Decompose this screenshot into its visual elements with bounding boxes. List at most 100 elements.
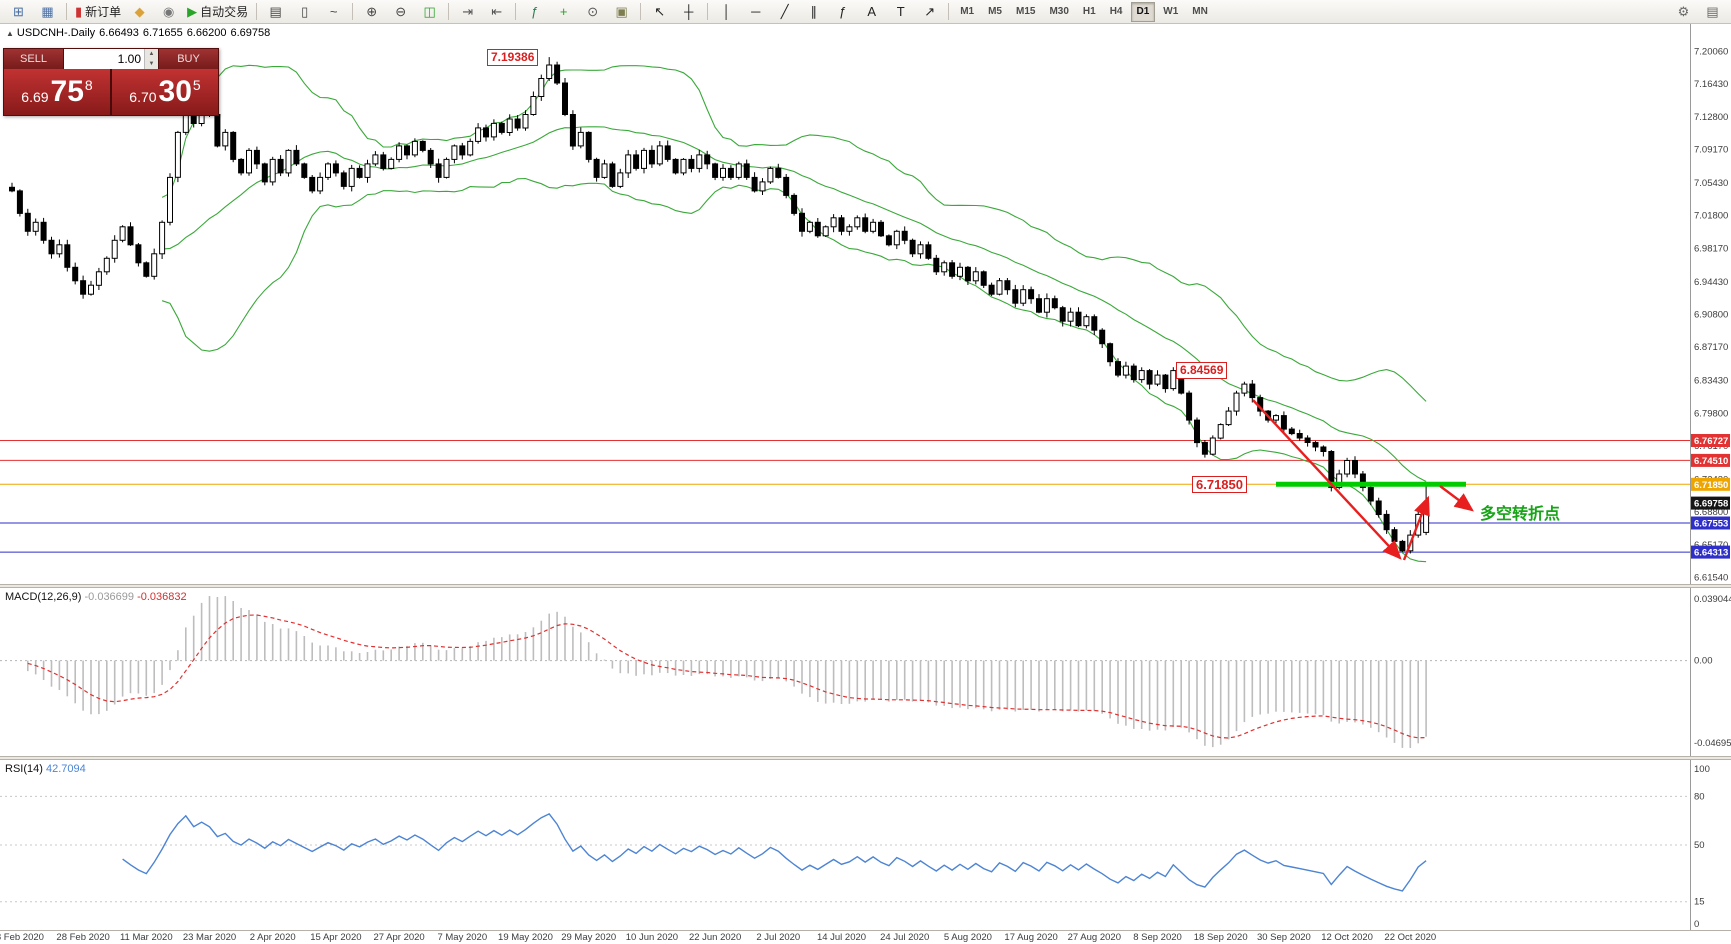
mql-community-button[interactable]: ◆: [125, 1, 154, 23]
user-guide-button[interactable]: ◉: [154, 1, 183, 23]
text-button[interactable]: A: [857, 1, 886, 23]
volume-spinner[interactable]: ▲ ▼: [144, 49, 158, 69]
tile-windows-button[interactable]: ◫: [415, 1, 444, 23]
timeframe-h1[interactable]: H1: [1082, 6, 1096, 17]
equidistant-channel-button[interactable]: ∥: [799, 1, 828, 23]
sell-price-button[interactable]: 6.69 75 8: [4, 69, 110, 115]
new-chart-icon: ⊞: [13, 4, 24, 19]
mql-community-icon: ◆: [134, 4, 145, 19]
price-tag: [1691, 545, 1730, 559]
trend-arrow[interactable]: [1439, 485, 1474, 512]
time-axis[interactable]: 8 Feb 2020 28 Feb 2020 11 Mar 2020 23 Mar 2…: [0, 930, 1731, 944]
vertical-line-button[interactable]: │: [712, 1, 741, 23]
new-chart-button[interactable]: ⊞: [4, 1, 33, 23]
horizontal-line-button[interactable]: ─: [741, 1, 770, 23]
svg-text:80: 80: [1694, 791, 1705, 802]
main-chart-panel[interactable]: 7.20060 7.16430 7.12800 7.09170 7.05430 7.018…: [0, 24, 1731, 584]
turning-point-note[interactable]: 多空转折点: [1480, 506, 1561, 523]
ohlc-close: 6.69758: [230, 27, 271, 39]
spinner-down-icon[interactable]: ▼: [145, 59, 158, 69]
zoom-out-button[interactable]: ⊖: [386, 1, 415, 23]
timeframe-m30[interactable]: M30: [1049, 6, 1069, 17]
periods-button[interactable]: ⊙: [578, 1, 607, 23]
sell-button[interactable]: SELL: [4, 49, 63, 69]
chart-candles-button[interactable]: ▯: [290, 1, 319, 23]
chart-line-button[interactable]: ~: [319, 1, 348, 23]
date-tick-label: 18 Sep 2020: [1193, 932, 1248, 943]
trend-arrow[interactable]: [1402, 495, 1430, 561]
date-tick-label: 29 May 2020: [561, 932, 617, 943]
timeframe-mn[interactable]: MN: [1192, 6, 1208, 17]
buy-price-button[interactable]: 6.70 30 5: [112, 69, 218, 115]
indicators-button[interactable]: ƒ: [520, 1, 549, 23]
rsi-panel[interactable]: 100 80 50 15 0 RSI(14) 42.7094: [0, 760, 1731, 930]
cursor-button[interactable]: ↖: [645, 1, 674, 23]
zoom-in-button[interactable]: ⊕: [357, 1, 386, 23]
svg-text:6.61540: 6.61540: [1694, 573, 1728, 584]
one-click-trading-panel: SELL 1.00 ▲ ▼ BUY 6.69 75 8 6.70 30 5: [3, 48, 219, 116]
new-order-button[interactable]: ▮ 新订单: [71, 1, 125, 23]
panel-splitter[interactable]: [0, 756, 1731, 760]
price-axis[interactable]: 7.20060 7.16430 7.12800 7.09170 7.05430 7.018…: [1691, 47, 1730, 584]
date-tick-label: 8 Feb 2020: [0, 932, 44, 943]
ohlc-high: 6.71655: [142, 27, 183, 39]
svg-text:7.09170: 7.09170: [1694, 144, 1728, 155]
buy-price-prefix: 6.70: [129, 89, 157, 105]
panel-splitter[interactable]: [0, 584, 1731, 588]
volume-value[interactable]: 1.00: [117, 52, 141, 66]
autotrading-icon: ▶: [187, 4, 198, 19]
rsi-canvas[interactable]: 100 80 50 15 0: [0, 760, 1731, 930]
trendline-button[interactable]: ╱: [770, 1, 799, 23]
price-chart-canvas[interactable]: 7.20060 7.16430 7.12800 7.09170 7.05430 7.018…: [0, 24, 1731, 584]
templates-icon: ▣: [615, 4, 628, 19]
tools-wrench-button[interactable]: ⚙: [1669, 1, 1698, 23]
timeframe-d1[interactable]: D1: [1130, 1, 1156, 22]
timeframe-m15[interactable]: M15: [1016, 6, 1036, 17]
buy-button[interactable]: BUY: [159, 49, 218, 69]
chart-profiles-button[interactable]: ▦: [33, 1, 62, 23]
chart-candles-icon: ▯: [301, 4, 309, 19]
date-tick-label: 5 Aug 2020: [943, 932, 992, 943]
timeframe-m1[interactable]: M1: [960, 6, 975, 17]
price-annotation-swing[interactable]: 6.84569: [1176, 362, 1228, 379]
date-tick-label: 7 May 2020: [437, 932, 488, 943]
text-label-icon: T: [896, 4, 905, 19]
toolbar-separator: [448, 3, 450, 20]
autotrading-button[interactable]: ▶ 自动交易: [183, 1, 252, 23]
svg-text:7.12800: 7.12800: [1694, 112, 1728, 123]
toolbar-right-group: ⚙ ▤: [1669, 1, 1727, 23]
timeframe-h4[interactable]: H4: [1109, 6, 1123, 17]
chart-bars-button[interactable]: ▤: [261, 1, 290, 23]
new-order-label: 新订单: [85, 5, 122, 19]
svg-text:100: 100: [1694, 764, 1710, 775]
indicators-add-icon: +: [559, 4, 568, 19]
trend-arrow[interactable]: [1252, 399, 1402, 560]
timeframe-w1[interactable]: W1: [1163, 6, 1179, 17]
arrows-tool-button[interactable]: ↗: [915, 1, 944, 23]
macd-canvas[interactable]: 0.039044 0.00 -0.046959: [0, 588, 1731, 756]
auto-scroll-button[interactable]: ⇥: [453, 1, 482, 23]
svg-text:7.05430: 7.05430: [1694, 178, 1728, 189]
chart-shift-button[interactable]: ⇤: [482, 1, 511, 23]
spinner-up-icon[interactable]: ▲: [145, 49, 158, 59]
indicators-add-button[interactable]: +: [549, 1, 578, 23]
horizontal-line-icon: ─: [751, 4, 761, 19]
crosshair-button[interactable]: ┼: [674, 1, 703, 23]
volume-field[interactable]: 1.00 ▲ ▼: [63, 49, 159, 69]
macd-panel[interactable]: 0.039044 0.00 -0.046959 MACD(12,26,9) -0.0…: [0, 588, 1731, 756]
price-annotation-entry[interactable]: 6.71850: [1192, 476, 1247, 493]
window-list-button[interactable]: ▤: [1698, 1, 1727, 23]
arrows-tool-icon: ↗: [924, 4, 936, 19]
buy-price-sup: 5: [192, 77, 201, 93]
templates-button[interactable]: ▣: [607, 1, 636, 23]
equidistant-channel-icon: ∥: [810, 4, 817, 19]
timeframe-m5[interactable]: M5: [988, 6, 1002, 17]
date-tick-label: 28 Feb 2020: [56, 932, 110, 943]
text-label-button[interactable]: T: [886, 1, 915, 23]
svg-text:6.94430: 6.94430: [1694, 277, 1728, 288]
auto-scroll-icon: ⇥: [462, 4, 474, 19]
date-tick-label: 2 Apr 2020: [249, 932, 296, 943]
price-annotation-peak[interactable]: 7.19386: [487, 49, 539, 66]
collapse-icon[interactable]: ▲: [6, 29, 14, 38]
fibonacci-button[interactable]: ƒ: [828, 1, 857, 23]
